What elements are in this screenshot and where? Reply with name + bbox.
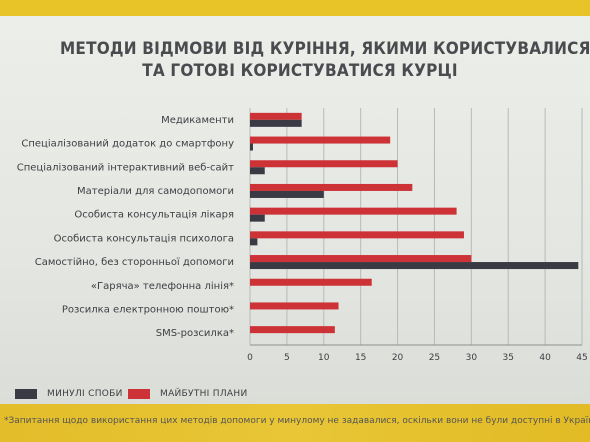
category-label: SMS-розсилка* — [156, 328, 234, 339]
x-tick-label: 0 — [247, 353, 253, 363]
x-tick-label: 30 — [466, 353, 478, 363]
legend-item-future: МАЙБУТНІ ПЛАНИ — [128, 386, 248, 402]
bar-past — [250, 119, 302, 127]
bar-future — [250, 160, 398, 168]
category-label: Самостійно, без сторонньої допомоги — [35, 256, 234, 268]
x-tick-label: 40 — [539, 353, 551, 363]
chart-bars — [250, 112, 579, 334]
x-tick-label: 10 — [318, 353, 330, 363]
legend-swatch-past — [15, 389, 37, 399]
bar-future — [250, 207, 457, 215]
legend-item-past: МИНУЛІ СПОБИ — [15, 386, 123, 402]
x-axis-ticks: 0 5 10 15 20 25 30 35 40 45 — [247, 353, 588, 363]
category-label: Медикаменти — [161, 115, 234, 126]
bar-future — [250, 326, 335, 334]
legend-label-future: МАЙБУТНІ ПЛАНИ — [160, 389, 248, 399]
footnote-text: *Запитання щодо використання цих методів… — [4, 416, 590, 426]
title-line-1: МЕТОДИ ВІДМОВИ ВІД КУРІННЯ, ЯКИМИ КОРИСТ… — [60, 39, 590, 59]
x-tick-label: 35 — [502, 353, 513, 363]
x-tick-label: 15 — [355, 353, 366, 363]
category-label: «Гаряча» телефонна лінія* — [91, 280, 234, 292]
bar-future — [250, 302, 339, 310]
category-label: Особиста консультація психолога — [54, 232, 234, 244]
bar-past — [250, 143, 253, 151]
x-tick-label: 20 — [392, 353, 404, 363]
bar-future — [250, 183, 413, 191]
title-line-2: ТА ГОТОВІ КОРИСТУВАТИСЯ КУРЦІ — [142, 61, 458, 81]
x-tick-label: 45 — [576, 353, 587, 363]
category-label: Матеріали для самодопомоги — [77, 185, 234, 197]
category-label: Спеціалізований додаток до смартфону — [21, 138, 234, 150]
bar-past — [250, 190, 324, 198]
category-label: Особиста консультація лікаря — [74, 209, 234, 221]
x-tick-label: 5 — [284, 353, 290, 363]
bar-past — [250, 238, 258, 246]
legend-label-past: МИНУЛІ СПОБИ — [47, 389, 123, 399]
bar-future — [250, 136, 391, 144]
bar-future — [250, 278, 372, 286]
bar-past — [250, 262, 579, 270]
category-label: Розсилка електронною поштою* — [62, 304, 234, 315]
bar-future — [250, 255, 472, 263]
infographic-card — [0, 16, 590, 420]
category-labels: Медикаменти Спеціалізований додаток до см… — [17, 115, 234, 339]
bar-future — [250, 231, 464, 239]
bar-past — [250, 167, 265, 175]
category-label: Спеціалізований інтерактивний веб-сайт — [17, 161, 234, 173]
chart-grid — [249, 108, 583, 346]
footnote-banner: *Запитання щодо використання цих методів… — [0, 404, 590, 442]
chart-title: МЕТОДИ ВІДМОВИ ВІД КУРІННЯ, ЯКИМИ КОРИСТ… — [60, 38, 590, 82]
legend-swatch-future — [128, 389, 150, 399]
bar-past — [250, 214, 265, 222]
x-tick-label: 25 — [429, 353, 440, 363]
bar-future — [250, 112, 302, 120]
